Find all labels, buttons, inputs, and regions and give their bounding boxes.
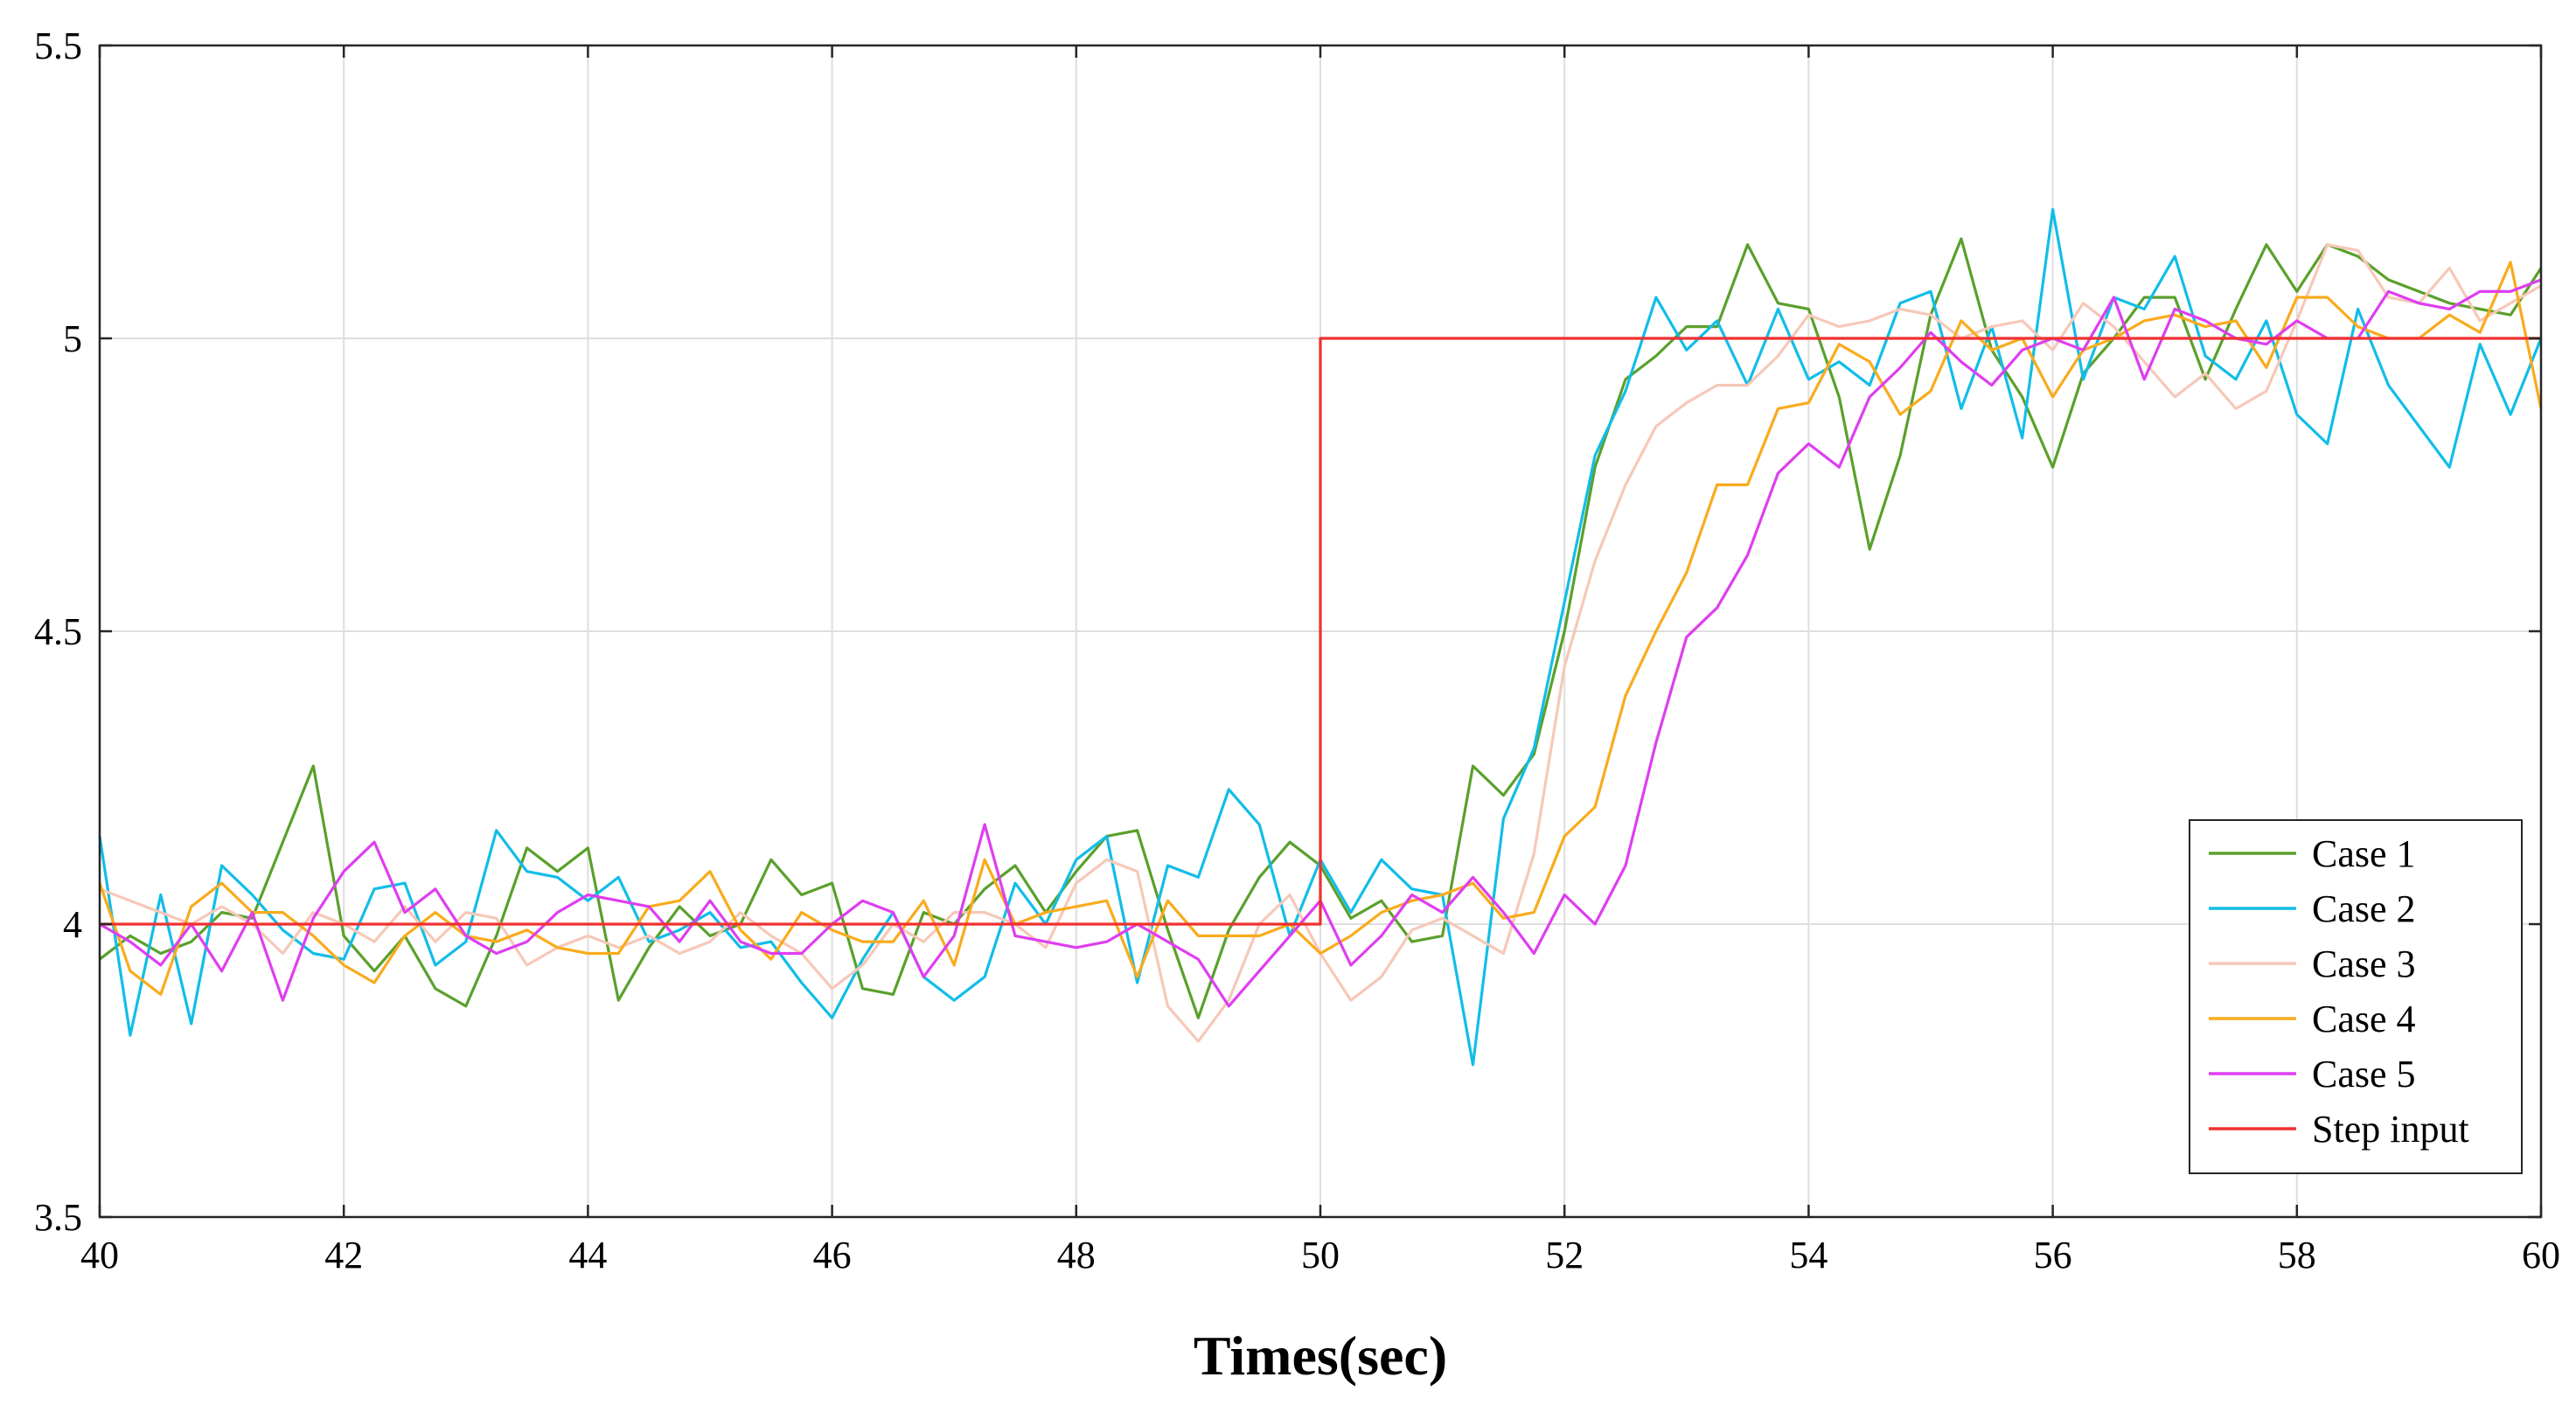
series-line-step-input (100, 337, 2541, 926)
y-tick-label: 4.5 (34, 610, 82, 653)
series-lines (98, 208, 2543, 1067)
y-tick-label: 3.5 (34, 1196, 82, 1239)
legend-label: Case 5 (2312, 1053, 2416, 1096)
y-tick-label: 4 (63, 903, 82, 946)
x-tick-label: 58 (2278, 1234, 2316, 1276)
x-tick-label: 48 (1057, 1234, 1096, 1276)
legend-label: Case 1 (2312, 832, 2416, 875)
x-tick-label: 50 (1301, 1234, 1340, 1276)
y-tick-label: 5.5 (34, 24, 82, 67)
x-tick-label: 44 (568, 1234, 607, 1276)
legend-label: Step input (2312, 1108, 2469, 1151)
x-tick-label: 46 (813, 1234, 852, 1276)
legend-label: Case 2 (2312, 887, 2416, 930)
x-tick-label: 60 (2522, 1234, 2560, 1276)
y-axis-tick-labels: 3.5 4 4.5 5 5.5 (34, 24, 82, 1239)
x-tick-label: 42 (324, 1234, 363, 1276)
legend-label: Case 3 (2312, 942, 2416, 985)
x-tick-label: 52 (1545, 1234, 1584, 1276)
legend: Case 1 Case 2 Case 3 Case 4 Case 5 Step input (2189, 819, 2523, 1174)
axis-ticks (98, 44, 2543, 1219)
x-tick-label: 54 (1789, 1234, 1828, 1276)
x-axis-tick-labels: 40 42 44 46 48 50 52 54 56 58 60 (80, 1234, 2560, 1276)
x-tick-label: 40 (80, 1234, 119, 1276)
x-axis-label: Times(sec) (1194, 1325, 1447, 1387)
x-tick-label: 56 (2034, 1234, 2072, 1276)
y-tick-label: 5 (63, 317, 82, 360)
legend-label: Case 4 (2312, 998, 2416, 1040)
series-line-case-4 (98, 261, 2543, 997)
legend-box (2189, 819, 2523, 1174)
